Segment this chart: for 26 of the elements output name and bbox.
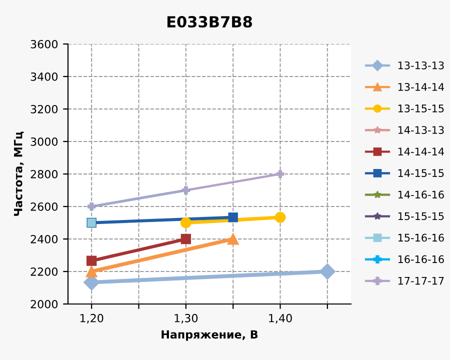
legend-label: 14-13-13 — [398, 126, 444, 134]
y-tick-label: 2400 — [30, 234, 58, 244]
legend-label: 14-14-14 — [398, 148, 444, 156]
chart-title: E033B7B8 — [167, 16, 252, 28]
x-tick-label: 1,20 — [80, 314, 104, 324]
y-tick-label: 3200 — [30, 104, 58, 114]
legend-label: 17-17-17 — [398, 276, 444, 285]
legend-label: 13-14-14 — [398, 82, 444, 91]
x-tick-label: 1,40 — [269, 314, 292, 324]
x-axis-title: Напряжение, В — [162, 330, 258, 341]
legend-label: 16-16-16 — [398, 255, 444, 264]
legend-label: 13-13-13 — [398, 61, 444, 70]
y-tick-label: 3000 — [30, 137, 58, 146]
legend-label: 14-15-15 — [398, 169, 444, 178]
legend-label: 15-15-15 — [398, 212, 444, 220]
y-axis-title: Частота, МГц — [14, 132, 24, 216]
y-tick-label: 2800 — [30, 170, 58, 178]
x-tick-label: 1,30 — [174, 314, 198, 324]
y-tick-label: 2200 — [30, 267, 58, 276]
legend-label: 13-15-15 — [398, 104, 444, 112]
legend-label: 15-16-16 — [398, 234, 444, 242]
y-tick-label: 2000 — [30, 300, 58, 308]
legend-label: 14-16-16 — [398, 190, 444, 199]
y-tick-label: 3400 — [30, 72, 58, 81]
y-tick-label: 2600 — [30, 202, 58, 211]
y-tick-label: 3600 — [30, 40, 58, 48]
